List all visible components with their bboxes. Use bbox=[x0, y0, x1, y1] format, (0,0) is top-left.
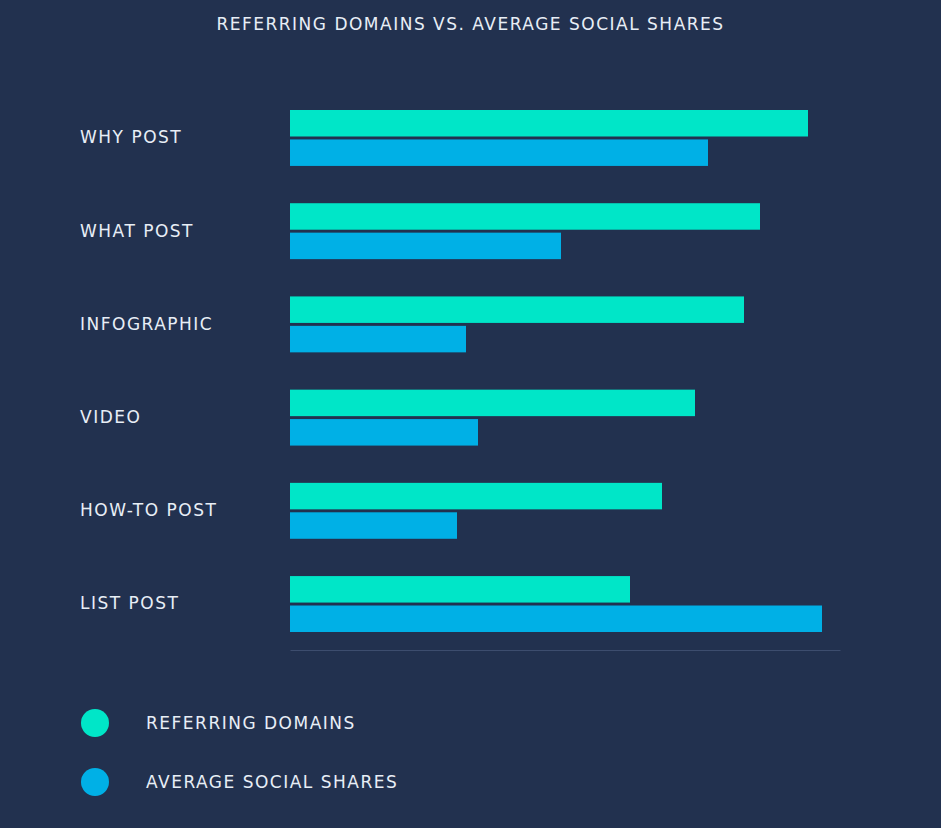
category-label: INFOGRAPHIC bbox=[80, 314, 213, 334]
legend-item: REFERRING DOMAINS bbox=[81, 709, 356, 737]
bar bbox=[290, 233, 561, 259]
bar bbox=[290, 483, 662, 509]
y-tick: LIST POST bbox=[80, 593, 179, 613]
bars bbox=[290, 110, 822, 632]
category-label: VIDEO bbox=[80, 407, 141, 427]
category-label: HOW-TO POST bbox=[80, 500, 217, 520]
bar bbox=[290, 110, 808, 136]
category-label: LIST POST bbox=[80, 593, 179, 613]
y-tick: WHAT POST bbox=[80, 221, 194, 241]
bar bbox=[290, 139, 708, 165]
chart-svg: REFERRING DOMAINS VS. AVERAGE SOCIAL SHA… bbox=[0, 0, 941, 828]
x-axis bbox=[291, 650, 841, 651]
chart-title: REFERRING DOMAINS VS. AVERAGE SOCIAL SHA… bbox=[216, 14, 724, 34]
background bbox=[0, 0, 941, 828]
y-tick: HOW-TO POST bbox=[80, 500, 217, 520]
bar bbox=[290, 203, 760, 229]
legend-swatch bbox=[81, 768, 109, 796]
legend-item: AVERAGE SOCIAL SHARES bbox=[81, 768, 398, 796]
bar bbox=[290, 419, 478, 445]
category-label: WHY POST bbox=[80, 127, 182, 147]
legend-label: REFERRING DOMAINS bbox=[146, 713, 356, 733]
legend: REFERRING DOMAINS AVERAGE SOCIAL SHARES bbox=[81, 709, 398, 796]
bar bbox=[290, 390, 695, 416]
y-axis: WHY POST WHAT POST INFOGRAPHIC VIDEO HOW-TO … bbox=[80, 127, 217, 613]
x-axis-line bbox=[291, 650, 841, 651]
legend-label: AVERAGE SOCIAL SHARES bbox=[146, 772, 398, 792]
bar bbox=[290, 512, 457, 538]
bar bbox=[290, 326, 466, 352]
y-tick: VIDEO bbox=[80, 407, 141, 427]
category-label: WHAT POST bbox=[80, 221, 194, 241]
legend-swatch bbox=[81, 709, 109, 737]
bar bbox=[290, 296, 744, 322]
bar bbox=[290, 576, 630, 602]
bar bbox=[290, 606, 822, 632]
y-tick: WHY POST bbox=[80, 127, 182, 147]
y-tick: INFOGRAPHIC bbox=[80, 314, 213, 334]
